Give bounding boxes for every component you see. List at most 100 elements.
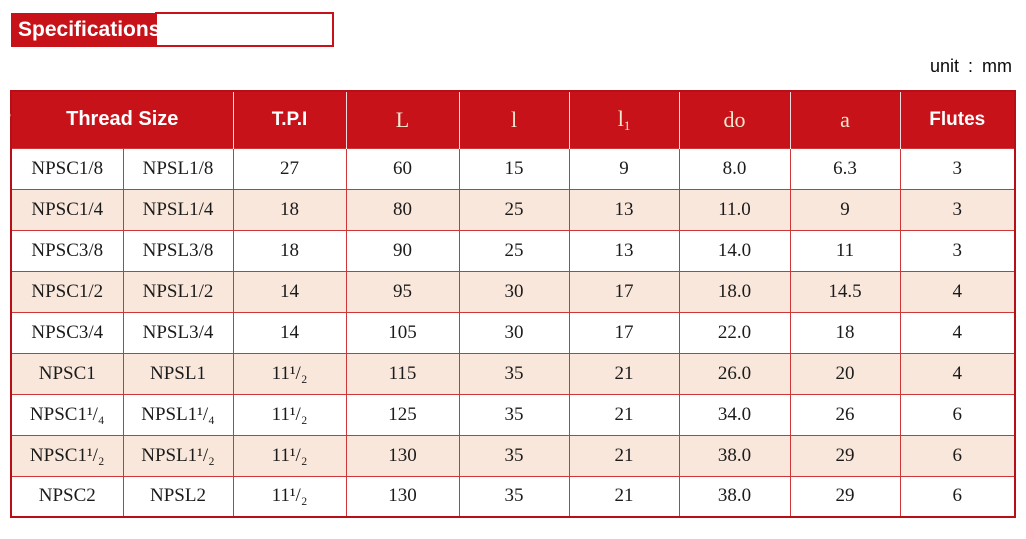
L-cell: 105 — [345, 311, 460, 354]
table-row: NPSC2 NPSL2 11¹/₂ 130 35 21 38.0 29 6 — [10, 475, 1016, 518]
flutes-cell: 4 — [899, 352, 1016, 395]
spec-table-header: Thread Size T.P.I L l l1 do a Flutes — [10, 91, 1016, 148]
do-cell: 38.0 — [678, 434, 791, 477]
table-row: NPSC1 NPSL1 11¹/₂ 115 35 21 26.0 20 4 — [10, 352, 1016, 395]
L-cell: 130 — [345, 475, 460, 518]
header-l1-sub: 1 — [623, 117, 631, 133]
npsc-cell: NPSC2 — [10, 475, 124, 518]
flutes-cell: 6 — [899, 393, 1016, 436]
do-cell: 22.0 — [678, 311, 791, 354]
npsl-cell: NPSL1/2 — [122, 270, 234, 313]
L-cell: 130 — [345, 434, 460, 477]
tpi-cell: 11¹/₂ — [232, 434, 347, 477]
npsc-cell: NPSC1/2 — [10, 270, 124, 313]
a-cell: 6.3 — [789, 147, 901, 190]
l1-cell: 17 — [568, 270, 680, 313]
l1-cell: 21 — [568, 352, 680, 395]
l1-cell: 13 — [568, 188, 680, 231]
a-cell: 20 — [789, 352, 901, 395]
L-cell: 125 — [345, 393, 460, 436]
npsc-cell: NPSC1 — [10, 352, 124, 395]
header-l: l — [458, 91, 570, 148]
l1-cell: 13 — [568, 229, 680, 272]
a-cell: 26 — [789, 393, 901, 436]
unit-colon: : — [967, 56, 973, 76]
npsc-cell: NPSC3/8 — [10, 229, 124, 272]
a-cell: 18 — [789, 311, 901, 354]
unit-note: unit: mm — [930, 56, 1012, 77]
l-cell: 15 — [458, 147, 570, 190]
a-cell: 9 — [789, 188, 901, 231]
tpi-cell: 18 — [232, 188, 347, 231]
a-cell: 29 — [789, 475, 901, 518]
spec-table-body: NPSC1/8 NPSL1/8 27 60 15 9 8.0 6.3 3 NPS… — [10, 147, 1016, 518]
flutes-cell: 3 — [899, 229, 1016, 272]
header-flutes: Flutes — [899, 91, 1016, 148]
spec-table: Thread Size T.P.I L l l1 do a Flutes NPS… — [10, 90, 1017, 518]
do-cell: 18.0 — [678, 270, 791, 313]
a-cell: 11 — [789, 229, 901, 272]
npsl-cell: NPSL1/4 — [122, 188, 234, 231]
do-cell: 14.0 — [678, 229, 791, 272]
header-do: do — [678, 91, 791, 148]
l-cell: 35 — [458, 434, 570, 477]
l1-cell: 9 — [568, 147, 680, 190]
L-cell: 90 — [345, 229, 460, 272]
a-cell: 14.5 — [789, 270, 901, 313]
flutes-cell: 3 — [899, 147, 1016, 190]
tpi-cell: 11¹/₂ — [232, 352, 347, 395]
L-cell: 80 — [345, 188, 460, 231]
table-row: NPSC3/8 NPSL3/8 18 90 25 13 14.0 11 3 — [10, 229, 1016, 272]
flutes-cell: 3 — [899, 188, 1016, 231]
tpi-cell: 11¹/₂ — [232, 475, 347, 518]
npsl-cell: NPSL1¹/₄ — [122, 393, 234, 436]
table-row: NPSC1/4 NPSL1/4 18 80 25 13 11.0 9 3 — [10, 188, 1016, 231]
tpi-cell: 14 — [232, 270, 347, 313]
table-row: NPSC1/8 NPSL1/8 27 60 15 9 8.0 6.3 3 — [10, 147, 1016, 190]
tpi-cell: 27 — [232, 147, 347, 190]
npsl-cell: NPSL3/4 — [122, 311, 234, 354]
header-L: L — [345, 91, 460, 148]
l-cell: 35 — [458, 475, 570, 518]
npsc-cell: NPSC1/8 — [10, 147, 124, 190]
header-row: Thread Size T.P.I L l l1 do a Flutes — [10, 91, 1016, 148]
L-cell: 95 — [345, 270, 460, 313]
do-cell: 38.0 — [678, 475, 791, 518]
page-title: Specifications — [11, 13, 160, 47]
header-thread-size: Thread Size — [10, 91, 234, 148]
npsc-cell: NPSC1¹/₄ — [10, 393, 124, 436]
l1-cell: 21 — [568, 434, 680, 477]
a-cell: 29 — [789, 434, 901, 477]
npsl-cell: NPSL1 — [122, 352, 234, 395]
l1-cell: 21 — [568, 475, 680, 518]
npsl-cell: NPSL1/8 — [122, 147, 234, 190]
npsl-cell: NPSL3/8 — [122, 229, 234, 272]
npsc-cell: NPSC1/4 — [10, 188, 124, 231]
flutes-cell: 6 — [899, 475, 1016, 518]
do-cell: 26.0 — [678, 352, 791, 395]
spec-table-container: Thread Size T.P.I L l l1 do a Flutes NPS… — [10, 90, 1017, 518]
tpi-cell: 18 — [232, 229, 347, 272]
flutes-cell: 4 — [899, 270, 1016, 313]
do-cell: 34.0 — [678, 393, 791, 436]
l1-cell: 21 — [568, 393, 680, 436]
flutes-cell: 4 — [899, 311, 1016, 354]
L-cell: 60 — [345, 147, 460, 190]
l-cell: 25 — [458, 229, 570, 272]
npsc-cell: NPSC1¹/₂ — [10, 434, 124, 477]
header-tpi: T.P.I — [232, 91, 347, 148]
l-cell: 25 — [458, 188, 570, 231]
l-cell: 35 — [458, 393, 570, 436]
npsl-cell: NPSL2 — [122, 475, 234, 518]
unit-value: mm — [982, 56, 1012, 76]
header-a: a — [789, 91, 901, 148]
header-l1: l1 — [568, 91, 680, 148]
L-cell: 115 — [345, 352, 460, 395]
do-cell: 11.0 — [678, 188, 791, 231]
title-outline-box — [155, 12, 334, 47]
l-cell: 30 — [458, 270, 570, 313]
tpi-cell: 14 — [232, 311, 347, 354]
unit-label: unit — [929, 56, 959, 76]
npsl-cell: NPSL1¹/₂ — [122, 434, 234, 477]
